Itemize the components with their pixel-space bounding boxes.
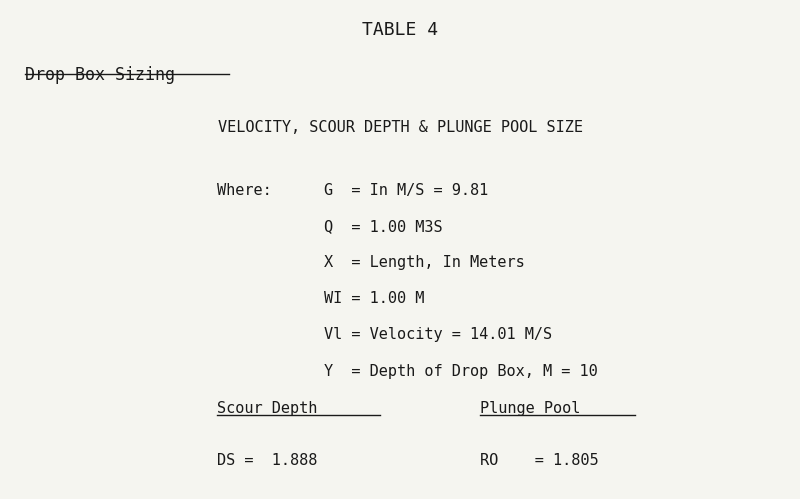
Text: G  = In M/S = 9.81: G = In M/S = 9.81 — [324, 183, 489, 198]
Text: VELOCITY, SCOUR DEPTH & PLUNGE POOL SIZE: VELOCITY, SCOUR DEPTH & PLUNGE POOL SIZE — [218, 120, 582, 136]
Text: WI = 1.00 M: WI = 1.00 M — [324, 291, 425, 306]
Text: TABLE 4: TABLE 4 — [362, 21, 438, 39]
Text: Where:: Where: — [217, 183, 271, 198]
Text: Y  = Depth of Drop Box, M = 10: Y = Depth of Drop Box, M = 10 — [324, 364, 598, 379]
Text: RO    = 1.805: RO = 1.805 — [480, 453, 598, 468]
Text: Q  = 1.00 M3S: Q = 1.00 M3S — [324, 219, 443, 234]
Text: Vl = Velocity = 14.01 M/S: Vl = Velocity = 14.01 M/S — [324, 327, 552, 342]
Text: Scour Depth: Scour Depth — [217, 401, 317, 416]
Text: DS =  1.888: DS = 1.888 — [217, 453, 317, 468]
Text: Drop Box Sizing: Drop Box Sizing — [26, 66, 175, 84]
Text: Plunge Pool: Plunge Pool — [480, 401, 580, 416]
Text: X  = Length, In Meters: X = Length, In Meters — [324, 255, 525, 270]
